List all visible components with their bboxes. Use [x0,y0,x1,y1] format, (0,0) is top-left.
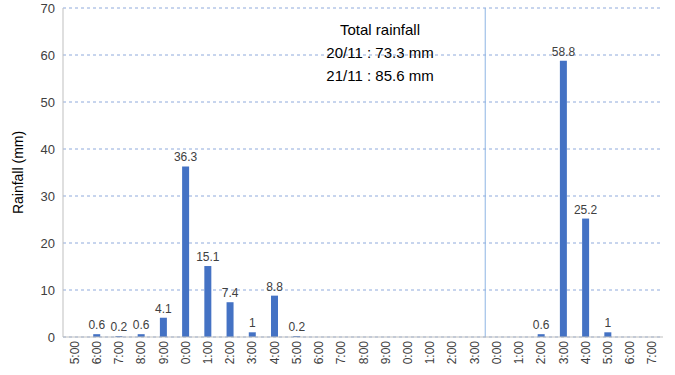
svg-text:7.4: 7.4 [222,286,239,300]
svg-text:1:00: 1:00 [512,341,526,365]
svg-text:0:00: 0:00 [401,341,415,365]
svg-text:25.2: 25.2 [574,203,598,217]
svg-text:8:00: 8:00 [357,341,371,365]
svg-text:4.1: 4.1 [155,302,172,316]
svg-text:7:00: 7:00 [112,341,126,365]
svg-text:0:00: 0:00 [490,341,504,365]
svg-text:3:00: 3:00 [557,341,571,365]
svg-text:60: 60 [41,48,55,63]
svg-text:9:00: 9:00 [379,341,393,365]
svg-text:40: 40 [41,142,55,157]
svg-text:8.8: 8.8 [266,280,283,294]
html-text:Total rainfall: Total rainfall [340,21,420,38]
svg-text:7:00: 7:00 [334,341,348,365]
svg-text:1:00: 1:00 [201,341,215,365]
svg-text:0:00: 0:00 [179,341,193,365]
svg-text:2:00: 2:00 [223,341,237,365]
html-text:20/11 : 73.3 mm: 20/11 : 73.3 mm [326,44,434,61]
svg-text:0.2: 0.2 [288,320,305,334]
svg-text:0.6: 0.6 [88,318,105,332]
svg-text:1:00: 1:00 [423,341,437,365]
html-text:21/11 : 85.6 mm: 21/11 : 85.6 mm [326,67,434,84]
svg-text:20: 20 [41,236,55,251]
svg-text:2:00: 2:00 [445,341,459,365]
svg-text:70: 70 [41,1,55,16]
svg-text:8:00: 8:00 [134,341,148,365]
svg-text:7:00: 7:00 [645,341,659,365]
svg-text:2:00: 2:00 [534,341,548,365]
svg-text:6:00: 6:00 [312,341,326,365]
svg-text:6:00: 6:00 [90,341,104,365]
svg-text:30: 30 [41,189,55,204]
svg-text:1: 1 [249,316,256,330]
svg-text:5:00: 5:00 [68,341,82,365]
svg-text:0.2: 0.2 [111,320,128,334]
svg-text:4:00: 4:00 [268,341,282,365]
svg-text:1: 1 [604,316,611,330]
svg-text:36.3: 36.3 [174,150,198,164]
svg-text:6:00: 6:00 [623,341,637,365]
svg-text:5:00: 5:00 [290,341,304,365]
svg-text:50: 50 [41,95,55,110]
svg-text:9:00: 9:00 [157,341,171,365]
svg-text:0.6: 0.6 [133,318,150,332]
svg-text:0.6: 0.6 [533,318,550,332]
svg-text:0: 0 [48,330,55,345]
svg-text:Rainfall (mm): Rainfall (mm) [10,131,26,214]
svg-text:5:00: 5:00 [601,341,615,365]
svg-text:4:00: 4:00 [579,341,593,365]
svg-text:15.1: 15.1 [196,250,220,264]
svg-text:3:00: 3:00 [245,341,259,365]
svg-text:58.8: 58.8 [552,45,576,59]
svg-text:10: 10 [41,283,55,298]
svg-text:3:00: 3:00 [468,341,482,365]
